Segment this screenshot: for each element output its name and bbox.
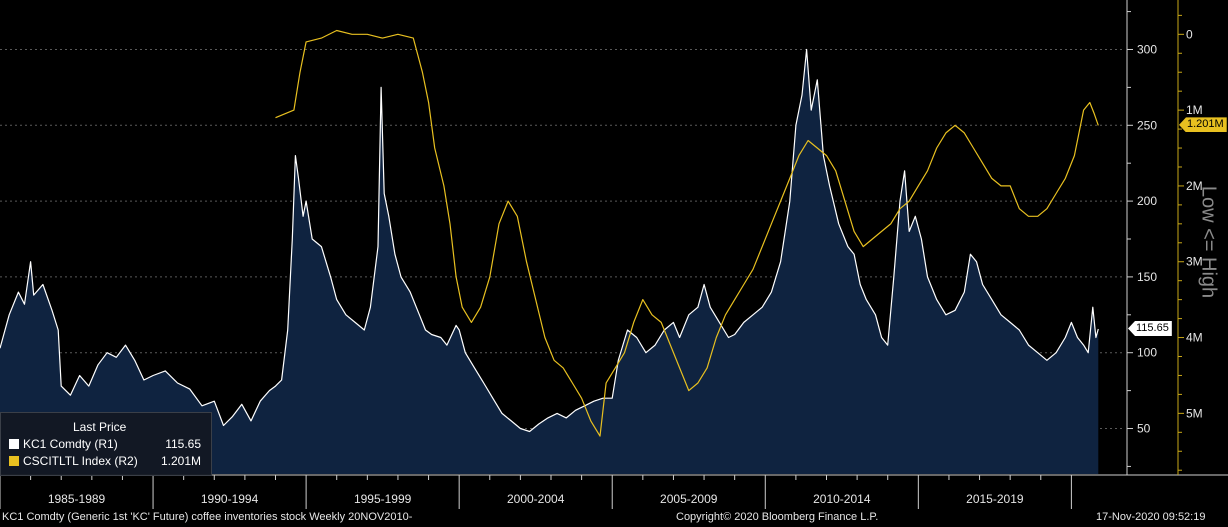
right-axis-tick-label: 2M	[1186, 179, 1203, 193]
legend-swatch-cscitltl	[9, 456, 19, 466]
right-axis-tick-label: 4M	[1186, 331, 1203, 345]
footer-left: KC1 Comdty (Generic 1st 'KC' Future) cof…	[2, 511, 413, 523]
legend-name-cscitltl: CSCITLTL Index (R2)	[23, 454, 138, 468]
right-axis-tick-label: 0	[1186, 27, 1193, 41]
tick-labels: 1985-1989 1990-1994 1995-1999 2000-2004 2005…	[48, 27, 1203, 506]
left-axis-tick-label: 300	[1137, 42, 1157, 56]
x-tick-label: 2010-2014	[813, 492, 871, 506]
footer-center: Copyright© 2020 Bloomberg Finance L.P.	[676, 511, 879, 523]
x-tick-label: 2005-2009	[660, 492, 718, 506]
last-value-tag-cscitltl: 1.201M	[1179, 117, 1227, 133]
left-axis-tick-label: 100	[1137, 346, 1157, 360]
left-axis-tick-label: 200	[1137, 194, 1157, 208]
legend-title: Last Price	[73, 420, 127, 434]
left-axis-tick-label: 250	[1137, 118, 1157, 132]
legend-swatch-kc1	[9, 439, 19, 449]
right-axis-title: Low <= High	[1196, 162, 1220, 322]
right-axis-tick-label: 5M	[1186, 406, 1203, 420]
last-value-tag-kc1: 115.65	[1128, 320, 1172, 336]
left-axis-tick-label: 50	[1137, 422, 1151, 436]
right-axis-tick-label: 3M	[1186, 255, 1203, 269]
right-axis-tick-label: 1M	[1186, 103, 1203, 117]
legend-row-kc1: KC1 Comdty (R1) 115.65	[9, 437, 205, 453]
x-tick-label: 1985-1989	[48, 492, 106, 506]
legend-name-kc1: KC1 Comdty (R1)	[23, 437, 118, 451]
kc1-price-area	[0, 49, 1099, 474]
x-tick-label: 1995-1999	[354, 492, 412, 506]
x-tick-label: 2015-2019	[966, 492, 1024, 506]
x-tick-label: 2000-2004	[507, 492, 565, 506]
cscitltl-series-line	[275, 29, 1099, 437]
footer-right: 17-Nov-2020 09:52:19	[1096, 511, 1206, 523]
kc1-area-fill	[0, 49, 1099, 474]
legend: Last Price KC1 Comdty (R1) 115.65 CSCITL…	[0, 412, 212, 476]
legend-value-cscitltl: 1.201M	[160, 454, 201, 468]
kc1-series-line	[0, 48, 1099, 433]
x-tick-label: 1990-1994	[201, 492, 259, 506]
right-axis-title-text: Low <= High	[1197, 185, 1220, 299]
series-lines	[0, 29, 1099, 437]
left-axis-tick-label: 150	[1137, 270, 1157, 284]
legend-row-cscitltl: CSCITLTL Index (R2) 1.201M	[9, 454, 205, 470]
legend-value-kc1: 115.65	[165, 437, 201, 451]
